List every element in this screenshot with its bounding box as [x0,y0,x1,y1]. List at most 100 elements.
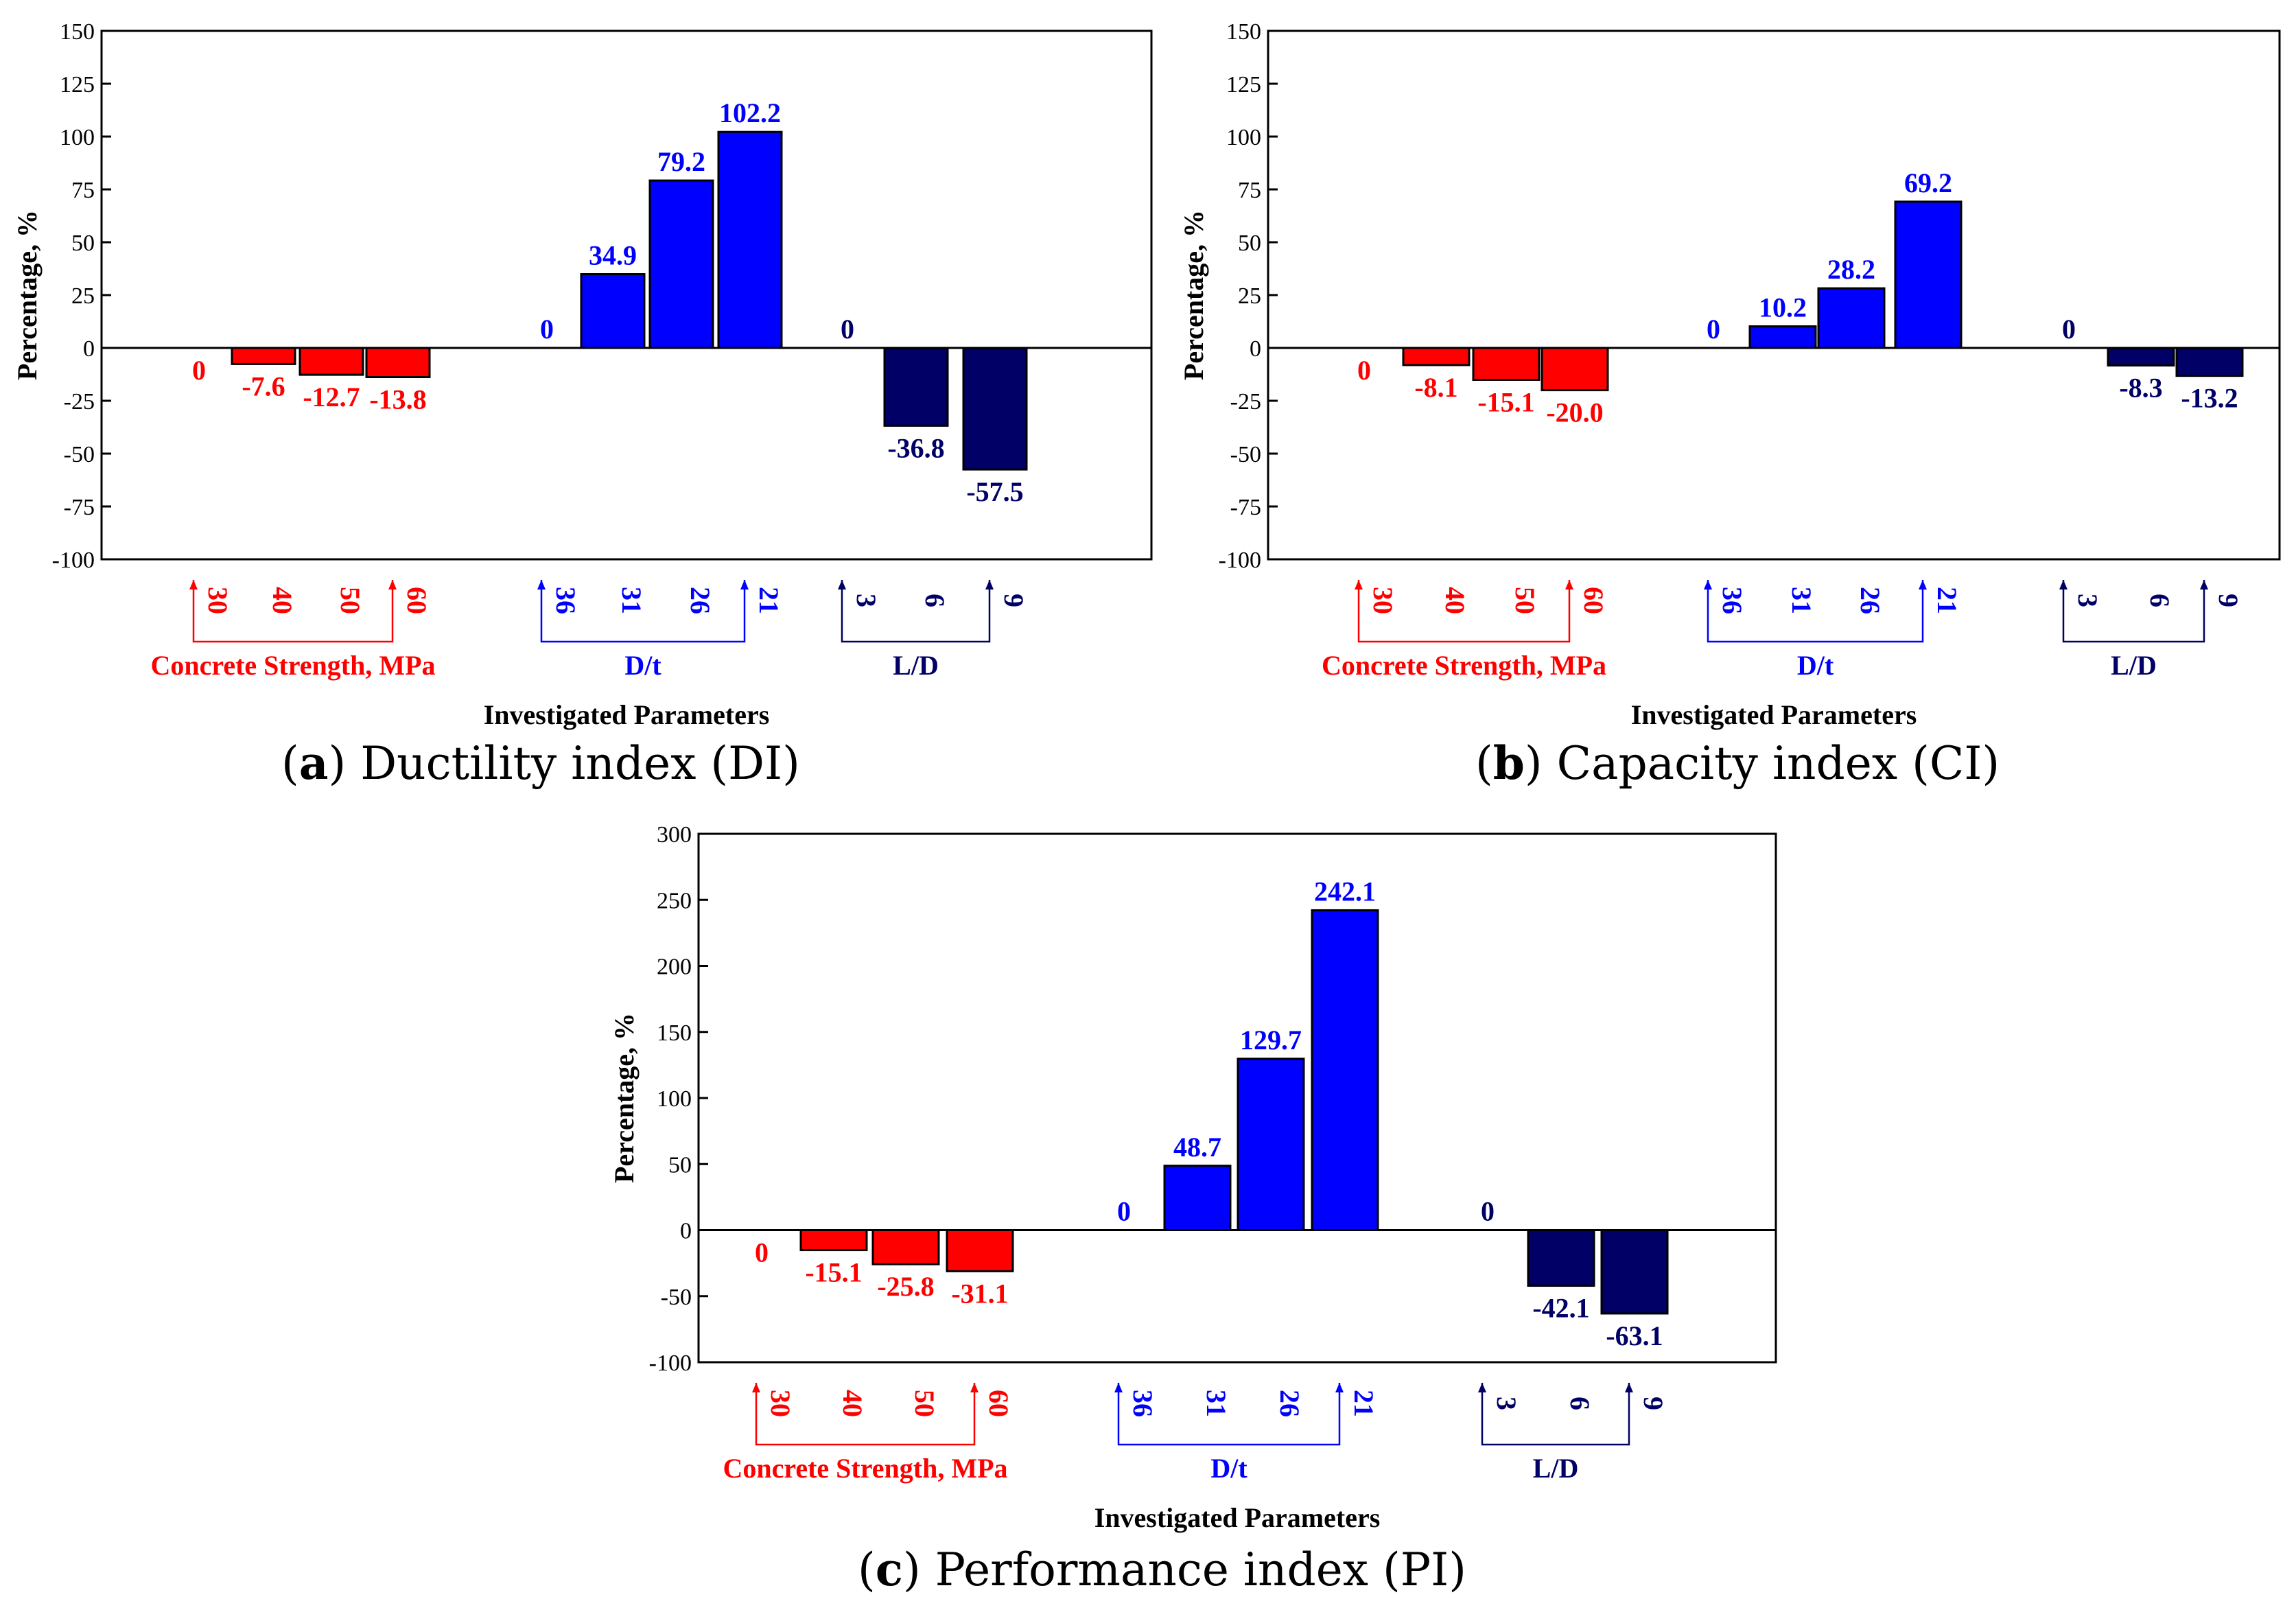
category-label: 30 [1368,587,1398,614]
category-label: 31 [1201,1390,1232,1417]
bracket-arrow [388,580,397,589]
category-label: 9 [998,594,1029,607]
bar-c-0-1 [799,1229,868,1252]
y-tick-label: 50 [1238,231,1261,256]
bar-value-label: -8.1 [1414,372,1457,403]
bar-value-label: -13.8 [369,384,426,415]
bracket-arrow [2059,580,2067,589]
bar-c-0-2 [871,1229,940,1265]
bar-value-label: -36.8 [887,432,944,463]
category-label: 50 [909,1390,940,1417]
y-tick-label: 25 [71,283,95,309]
bracket-arrow [1625,1383,1633,1392]
bar-value-label: 0 [841,314,854,345]
bar-a-2-2 [962,347,1028,471]
bar-value-label: 48.7 [1173,1132,1221,1163]
group-label: D/t [1797,650,1834,681]
bar-value-label: -7.6 [242,371,285,401]
bar-a-2-1 [883,347,949,427]
x-axis-label: Investigated Parameters [1631,699,1917,730]
bar-value-label: -42.1 [1532,1293,1589,1324]
category-label: 6 [2144,594,2175,607]
bar-value-label: 10.2 [1759,292,1807,323]
bar-value-label: 102.2 [719,97,781,128]
group-bracket [1481,1383,1630,1446]
category-label: 40 [267,587,298,614]
panel-caption: (b) Capacity index (CI) [1475,736,2000,790]
bar-value-label: -63.1 [1606,1320,1663,1351]
category-label: 9 [2213,594,2244,607]
bar-c-1-1 [1163,1165,1232,1231]
caption-title: Ductility index (DI) [360,737,800,790]
bracket-arrow [752,1383,760,1392]
bar-value-label: -25.8 [877,1271,934,1302]
y-tick-label: 25 [1238,283,1261,309]
group-bracket [1707,580,1924,643]
bracket-arrow [970,1383,979,1392]
bar-value-label: 0 [755,1237,769,1268]
panel-caption: (c) Performance index (PI) [858,1543,1466,1596]
category-label: 36 [1127,1390,1158,1417]
bar-b-1-3 [1894,200,1963,349]
bar-b-2-1 [2107,347,2175,367]
x-axis-label: Investigated Parameters [484,699,770,730]
bar-c-1-2 [1237,1058,1305,1232]
bar-value-label: -12.7 [303,382,360,412]
bar-value-label: 0 [1357,355,1371,386]
bar-value-label: 0 [2062,314,2076,345]
caption-letter: a [299,736,329,790]
category-label: 26 [1855,587,1886,614]
y-tick-label: 150 [1226,19,1261,45]
y-tick-label: -100 [649,1351,692,1376]
group-label: L/D [893,650,939,681]
category-label: 31 [616,587,647,614]
category-label: 21 [753,587,784,614]
y-tick-label: 125 [1226,72,1261,97]
bracket-arrow [985,580,994,589]
caption-letter: c [876,1543,903,1596]
category-label: 50 [1510,587,1541,614]
bar-b-2-2 [2175,347,2244,377]
y-tick-label: 0 [1250,336,1261,362]
y-tick-label: 50 [71,231,95,256]
group-bracket [841,580,991,643]
y-tick-label: 150 [657,1020,692,1046]
y-tick-label: -75 [64,495,95,520]
bracket-arrow [838,580,846,589]
y-tick-label: -100 [1219,548,1261,573]
bar-b-1-1 [1748,325,1817,349]
category-label: 36 [1717,587,1748,614]
category-label: 50 [335,587,366,614]
bar-value-label: -20.0 [1546,397,1603,428]
category-label: 60 [1578,587,1609,614]
caption-paren: ) [903,1543,935,1596]
caption-letter: b [1493,736,1525,790]
group-label: L/D [2111,650,2157,681]
bar-c-1-3 [1311,909,1379,1232]
group-bracket [755,1383,976,1446]
bar-b-0-2 [1472,347,1541,382]
bar-value-label: 79.2 [657,146,705,177]
category-label: 36 [550,587,581,614]
bracket-arrow [1565,580,1573,589]
caption-title: Performance index (PI) [935,1543,1466,1596]
chart-panel-a: -100 -75 -50 -25 0 25 50 75 100 125 150 Percentage,… [12,19,1153,790]
y-axis-label: Percentage, % [12,210,43,380]
bar-value-label: -31.1 [951,1278,1008,1309]
y-tick-label: 300 [657,822,692,848]
bar-value-label: 0 [192,355,206,386]
y-tick-label: 100 [1226,125,1261,150]
category-label: 60 [983,1390,1014,1417]
y-tick-label: 100 [657,1086,692,1112]
category-label: 26 [685,587,716,614]
y-tick-label: -25 [64,389,95,414]
bar-a-1-2 [648,179,714,349]
bar-value-label: -8.3 [2119,373,2162,404]
bar-value-label: 0 [1707,314,1720,345]
category-label: 30 [202,587,233,614]
y-tick-label: -100 [52,548,95,573]
bar-a-0-1 [231,347,296,365]
group-bracket [2062,580,2205,643]
bar-value-label: 69.2 [1904,167,1952,198]
y-tick-label: 50 [668,1152,692,1178]
